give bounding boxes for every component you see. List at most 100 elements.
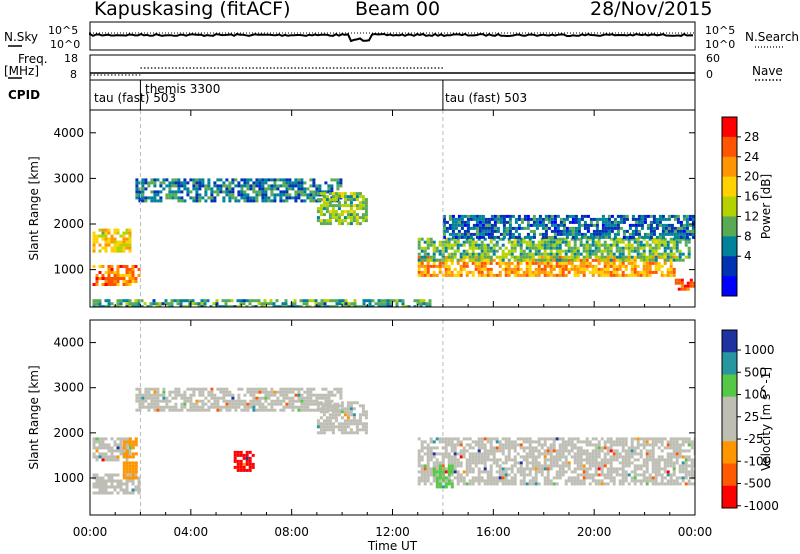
data-cell-r6 [522,482,526,486]
data-cell-r6 [592,232,596,236]
data-cell-r4 [447,273,451,277]
data-cell-r2 [282,190,286,194]
data-cell-r6 [555,476,559,480]
data-cell-r5 [609,249,613,253]
data-cell-r6 [489,446,493,450]
data-cell-r0 [110,280,114,283]
data-cell-r2 [153,178,157,182]
velocity-colorbar-label: -500 [744,477,771,491]
data-cell-r6 [691,232,695,236]
data-cell-r3 [331,204,335,208]
data-cell-r6 [543,458,547,462]
data-cell-r6 [663,476,667,480]
data-cell-r5 [582,243,586,247]
data-cell-r3 [288,390,292,394]
data-cell-r6 [556,214,560,218]
data-cell-r1 [125,458,129,462]
data-cell-r5 [678,237,682,241]
data-cell-r6 [528,473,532,477]
data-cell-r6 [540,467,544,471]
data-cell-r6 [600,437,604,441]
data-cell-r6 [552,464,556,468]
data-cell-r6 [510,470,514,474]
data-cell-r6 [679,220,683,224]
power-colorbar-swatch [722,136,737,158]
data-cell-r4 [361,428,365,432]
data-cell-r6 [490,229,494,233]
y-tick-label: 3000 [53,381,84,395]
data-cell-r5 [417,252,421,256]
data-cell-r3 [153,408,157,412]
data-cell-r3 [159,408,163,412]
data-cell-r8 [191,302,195,306]
data-cell-r3 [147,405,151,409]
data-cell-r3 [355,192,359,196]
data-cell-r5 [555,255,559,259]
data-cell-r6 [604,220,608,224]
data-cell-r6 [544,226,548,230]
data-cell-r6 [496,220,500,224]
data-cell-r5 [444,246,448,250]
data-cell-r4 [462,267,466,271]
data-cell-r2 [138,196,142,200]
data-cell-r4 [459,264,463,268]
data-cell-r3 [228,405,232,409]
data-cell-r6 [586,226,590,230]
data-cell-r6 [639,482,643,486]
data-cell-r5 [480,252,484,256]
data-cell-r6 [687,449,691,453]
data-cell-r3 [189,408,193,412]
data-cell-r3 [228,408,232,412]
data-cell-r8 [428,305,432,307]
data-cell-r5 [447,252,451,256]
data-cell-r3 [334,213,338,217]
data-cell-r5 [630,243,634,247]
data-cell-r6 [489,473,493,477]
data-cell-r3 [222,390,226,394]
data-cell-r6 [646,235,650,239]
data-cell-r6 [640,214,644,218]
power-colorbar-swatch [722,216,737,237]
data-cell-r5 [678,255,682,259]
data-cell-r5 [678,252,682,256]
data-cell-r5 [474,258,478,262]
data-cell-r4 [337,404,341,408]
data-cell-r6 [648,452,652,456]
data-cell-r6 [616,223,620,227]
data-cell-r6 [667,217,671,221]
data-cell-r6 [669,437,673,441]
data-cell-r3 [358,201,362,205]
data-cell-r5 [654,246,658,250]
data-cell-r6 [603,461,607,465]
data-cell-r8 [284,305,288,307]
data-cell-r3 [153,390,157,394]
data-cell-r2 [270,193,274,197]
data-cell-r6 [618,461,622,465]
data-cell-r6 [489,449,493,453]
data-cell-r6 [601,220,605,224]
power-colorbar-title: Power [dB] [759,174,773,239]
data-cell-r6 [534,476,538,480]
data-cell-r6 [448,232,452,236]
data-cell-r8 [125,302,129,306]
data-cell-r4 [531,270,535,274]
data-cell-r6 [486,482,490,486]
data-cell-r4 [663,273,667,277]
data-cell-r3 [279,390,283,394]
data-cell-r6 [471,455,475,459]
data-cell-r5 [534,243,538,247]
data-cell-r6 [691,223,695,227]
data-cell-r2 [240,187,244,191]
data-cell-r6 [610,220,614,224]
data-cell-r4 [534,261,538,265]
data-cell-r6 [420,476,424,480]
data-cell-r6 [549,446,553,450]
data-cell-r2 [135,178,139,182]
data-cell-r2 [177,190,181,194]
data-cell-r6 [546,458,550,462]
data-cell-r1 [128,249,132,253]
data-cell-r2 [138,193,142,197]
data-cell-r2 [207,187,211,191]
data-cell-r1 [98,243,102,247]
data-cell-r8 [323,305,327,307]
